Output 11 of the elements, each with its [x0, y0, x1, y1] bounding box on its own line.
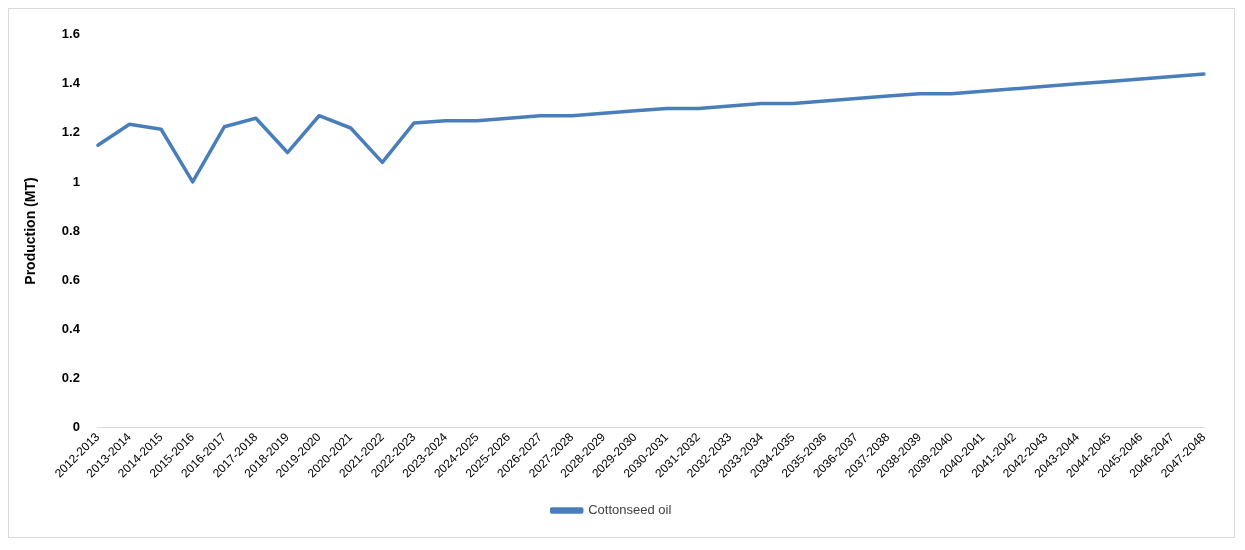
y-tick-label: 0.8 — [61, 222, 80, 238]
y-tick-label: 1 — [72, 173, 80, 189]
y-tick-label: 1.2 — [61, 124, 80, 140]
legend-label: Cottonseed oil — [588, 502, 672, 518]
y-tick-label: 1.6 — [61, 26, 80, 42]
y-axis-title: Production (MT) — [22, 177, 39, 285]
y-tick-label: 0.6 — [61, 271, 80, 287]
y-tick-label: 0 — [72, 418, 80, 434]
y-tick-label: 1.4 — [61, 75, 81, 91]
y-tick-label: 0.2 — [61, 369, 80, 385]
y-tick-label: 0.4 — [61, 320, 81, 336]
